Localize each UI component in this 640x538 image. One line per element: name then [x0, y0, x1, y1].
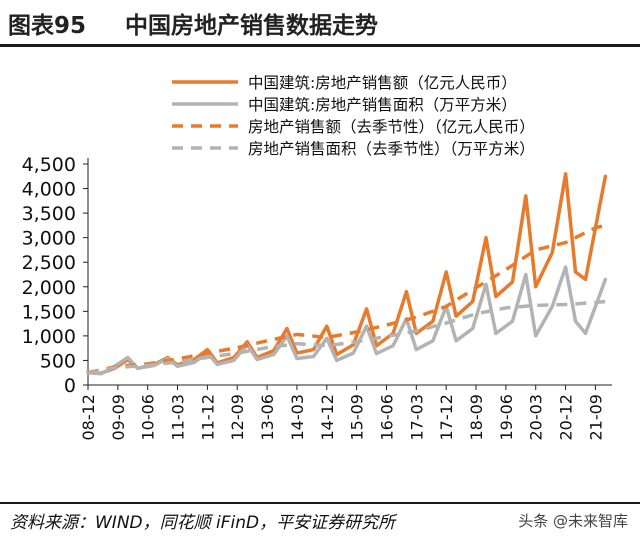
source-note: 资料来源：WIND，同花顺 iFinD，平安证券研究所: [10, 513, 396, 533]
legend-label-3: 房地产销售额（去季节性）（亿元人民币）: [248, 118, 535, 136]
x-axis: 08-12 09-09 10-06 11-03 11-12 12-09 13-06 14-03…: [79, 384, 612, 441]
x-tick-label: 12-09: [228, 394, 247, 441]
legend-label-4: 房地产销售面积（去季节性）（万平方米）: [248, 140, 535, 158]
y-tick-label: 1,000: [22, 326, 76, 348]
x-tick-label: 21-09: [586, 394, 605, 441]
x-tick-label: 10-06: [139, 394, 158, 441]
x-tick-label: 14-12: [318, 394, 337, 441]
y-tick-label: 4,000: [22, 179, 76, 201]
x-tick-label: 08-12: [79, 394, 98, 441]
y-tick-label: 3,500: [22, 203, 76, 225]
x-tick-label: 17-12: [437, 394, 456, 441]
figure-header: 图表95 中国房地产销售数据走势: [0, 0, 640, 47]
chart-legend: 中国建筑:房地产销售额（亿元人民币） 中国建筑:房地产销售面积（万平方米） 房地产销…: [172, 74, 535, 158]
chart-series: [86, 172, 608, 376]
y-tick-label: 500: [40, 350, 76, 372]
footer-divider: [0, 502, 640, 504]
y-tick-label: 4,500: [22, 154, 76, 176]
y-tick-label: 2,000: [22, 277, 76, 299]
x-tick-label: 15-09: [348, 394, 367, 441]
y-tick-label: 2,500: [22, 252, 76, 274]
y-tick-label: 1,500: [22, 301, 76, 323]
series-line-4: [87, 299, 606, 375]
series-line-3: [87, 223, 606, 375]
x-tick-label: 13-06: [258, 394, 277, 441]
x-tick-label: 20-03: [527, 394, 546, 441]
y-tick-label: 0: [64, 375, 76, 397]
x-tick-label: 19-06: [497, 394, 516, 441]
figure-title: 中国房地产销售数据走势: [125, 13, 378, 39]
x-tick-label: 11-03: [169, 394, 188, 441]
x-tick-label: 11-12: [198, 394, 217, 441]
x-tick-label: 14-03: [288, 394, 307, 441]
x-tick-label: 17-03: [407, 394, 426, 441]
y-tick-label: 3,000: [22, 228, 76, 250]
series-line-1: [86, 172, 608, 375]
x-tick-label: 20-12: [557, 394, 576, 441]
figure-number: 图表95: [8, 13, 87, 39]
legend-label-2: 中国建筑:房地产销售面积（万平方米）: [248, 96, 517, 114]
x-tick-label: 09-09: [109, 394, 128, 441]
sales-line-chart: 中国建筑:房地产销售额（亿元人民币） 中国建筑:房地产销售面积（万平方米） 房地产销…: [22, 74, 612, 441]
x-tick-label: 16-06: [377, 394, 396, 441]
watermark: 头条 @未来智库: [518, 512, 628, 530]
series-line-2: [86, 265, 608, 376]
x-tick-label: 18-09: [467, 394, 486, 441]
legend-label-1: 中国建筑:房地产销售额（亿元人民币）: [248, 74, 517, 92]
